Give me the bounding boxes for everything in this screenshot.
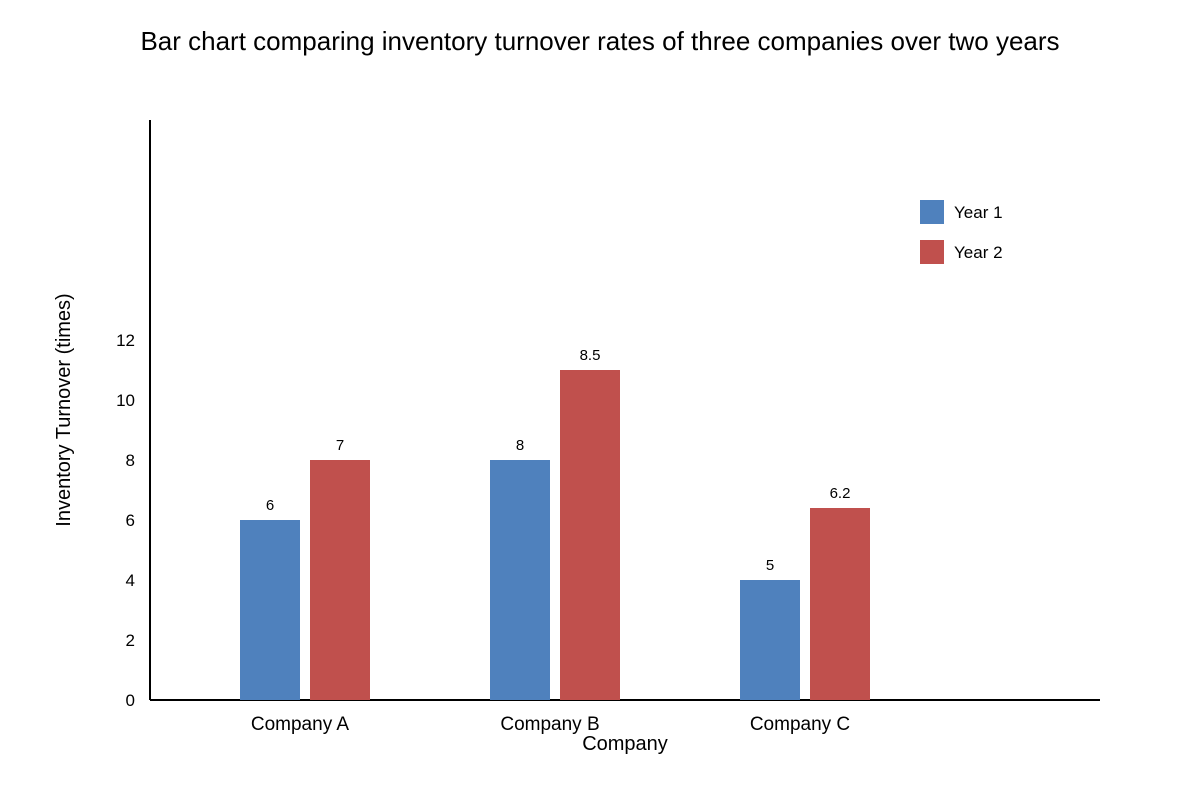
data-label: 8: [516, 437, 524, 454]
bar-year-2-0: [310, 460, 370, 700]
x-tick-label: Company C: [750, 714, 850, 735]
data-label: 6.2: [830, 485, 851, 502]
y-tick-label: 2: [126, 631, 135, 650]
chart-title: Bar chart comparing inventory turnover r…: [140, 26, 1059, 56]
bar-year-2-2: [810, 508, 870, 700]
bar-year-2-1: [560, 370, 620, 700]
data-label: 8.5: [580, 347, 601, 364]
y-tick-label: 6: [126, 511, 135, 530]
bar-year-1-0: [240, 520, 300, 700]
data-label: 6: [266, 497, 274, 514]
data-label: 5: [766, 557, 774, 574]
legend-swatch: [920, 200, 944, 224]
y-tick-label: 0: [126, 691, 135, 710]
category-labels: Company A Company B Company C: [251, 714, 850, 735]
bar-year-1-2: [740, 580, 800, 700]
y-tick-labels: 0 2 4 6 8 10 12: [116, 331, 135, 710]
x-tick-label: Company A: [251, 714, 350, 735]
legend-label: Year 2: [954, 243, 1003, 262]
legend-label: Year 1: [954, 203, 1003, 222]
bar-year-1-1: [490, 460, 550, 700]
bar-marks: 6 8 5 7 8.5 6.2: [240, 347, 870, 700]
legend: Year 1 Year 2: [920, 200, 1003, 264]
legend-swatch: [920, 240, 944, 264]
y-tick-label: 8: [126, 451, 135, 470]
y-axis-label: Inventory Turnover (times): [53, 293, 75, 526]
data-label: 7: [336, 437, 344, 454]
y-tick-label: 10: [116, 391, 135, 410]
x-axis-label: Company: [582, 733, 668, 755]
y-tick-label: 4: [126, 571, 135, 590]
x-tick-label: Company B: [500, 714, 599, 735]
y-tick-label: 12: [116, 331, 135, 350]
